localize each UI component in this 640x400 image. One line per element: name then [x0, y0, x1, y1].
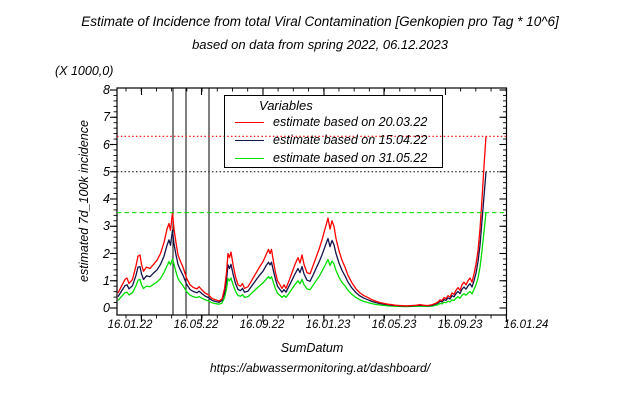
legend-entry-label: estimate based on 15.04.22: [273, 133, 428, 147]
x-tick-label: 16.01.24: [503, 319, 549, 331]
y-tick-label: 3: [103, 219, 110, 234]
y-tick-label: 2: [103, 246, 110, 261]
legend-entry: estimate based on 31.05.22: [235, 149, 442, 167]
x-tick-label: 16.05.23: [371, 319, 417, 331]
plot-frame: [116, 87, 508, 316]
y-tick-label: 7: [103, 110, 110, 125]
y-tick-label: 8: [103, 83, 110, 97]
legend-entry-label: estimate based on 20.03.22: [273, 115, 428, 129]
dashboard-url[interactable]: https://abwassermonitoring.at/dashboard/: [209, 361, 431, 375]
legend-entry-label: estimate based on 31.05.22: [273, 151, 428, 165]
legend-line-swatch: [235, 157, 264, 159]
x-tick-label: 16.01.23: [305, 319, 351, 331]
chart-subtitle: based on data from spring 2022, 06.12.20…: [192, 37, 448, 52]
x-tick-label: 16.01.22: [107, 319, 153, 331]
x-tick-label: 16.09.23: [437, 319, 483, 331]
x-tick-label: 16.05.22: [173, 319, 219, 331]
x-axis-title: SumDatum: [280, 341, 344, 355]
y-axis-scale-note: (X 1000,0): [55, 64, 114, 78]
y-tick-label: 5: [103, 164, 110, 179]
y-tick-label: 4: [103, 192, 110, 206]
legend-entries: estimate based on 20.03.22 estimate based…: [225, 113, 442, 167]
chart-title: Estimate of Incidence from total Viral C…: [81, 14, 559, 29]
legend-entry: estimate based on 20.03.22: [235, 113, 442, 131]
legend-box: Variables estimate based on 20.03.22 esti…: [224, 95, 443, 168]
series-line: [117, 136, 487, 307]
legend-line-swatch: [235, 121, 264, 123]
y-tick-label: 0: [103, 301, 110, 315]
series-line: [117, 212, 487, 308]
legend-line-swatch: [235, 139, 264, 141]
series-line: [117, 171, 487, 307]
legend-title: Variables: [259, 98, 313, 113]
legend-entry: estimate based on 15.04.22: [235, 131, 442, 149]
x-tick-label: 16.09.22: [239, 319, 285, 331]
y-tick-label: 1: [103, 273, 110, 288]
y-tick-label: 6: [103, 137, 110, 152]
